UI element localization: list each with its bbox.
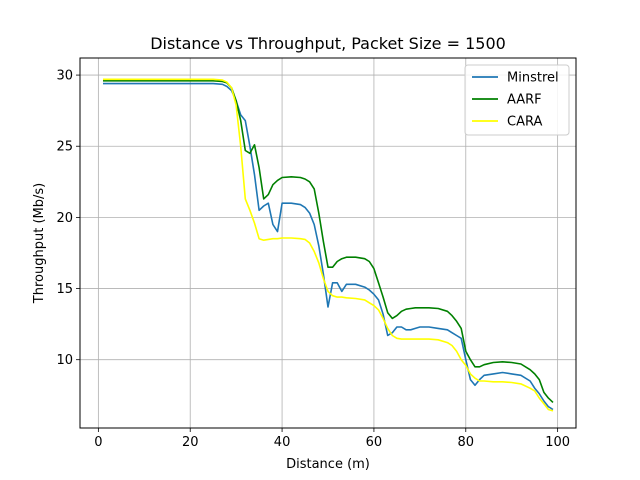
legend-box	[464, 64, 570, 136]
series-lines	[103, 78, 554, 412]
legend-label-minstrel: Minstrel	[507, 71, 559, 86]
x-axis-ticks: 0 20 40 60 80 100	[94, 428, 570, 450]
x-tick-label: 80	[458, 435, 475, 450]
y-tick-label: 20	[56, 211, 73, 226]
series-line-aarf	[103, 80, 554, 403]
legend-label-cara: CARA	[507, 115, 542, 130]
y-tick-label: 10	[56, 353, 73, 368]
chart-title: Distance vs Throughput, Packet Size = 15…	[150, 34, 506, 53]
legend: Minstrel AARF CARA	[464, 64, 570, 136]
y-axis-ticks: 10 15 20 25 30	[56, 69, 80, 368]
y-tick-label: 15	[56, 282, 73, 297]
y-tick-label: 30	[56, 69, 73, 84]
series-line-cara	[103, 78, 554, 412]
x-tick-label: 40	[274, 435, 291, 450]
x-tick-label: 60	[366, 435, 383, 450]
x-tick-label: 100	[545, 435, 570, 450]
series-line-minstrel	[103, 82, 554, 411]
plot-frame	[79, 57, 577, 429]
y-tick-label: 25	[56, 140, 73, 155]
legend-label-aarf: AARF	[507, 93, 542, 108]
y-axis-label: Throughput (Mb/s)	[32, 183, 47, 304]
x-tick-label: 20	[182, 435, 199, 450]
x-tick-label: 0	[94, 435, 102, 450]
x-axis-label: Distance (m)	[286, 457, 370, 472]
